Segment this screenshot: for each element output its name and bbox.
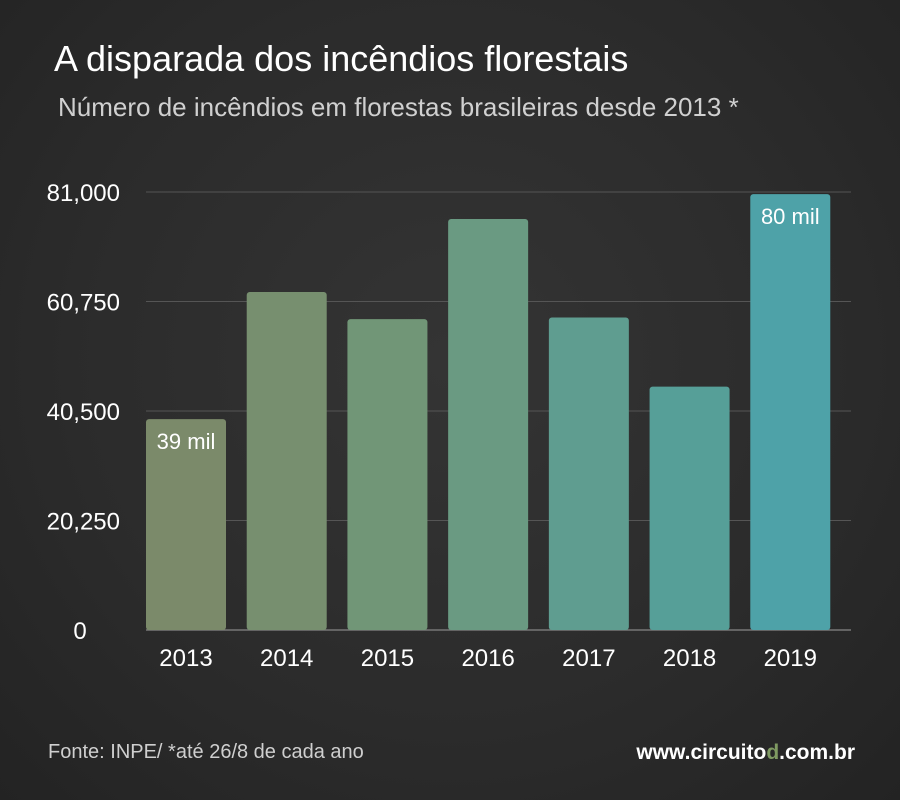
labels: 0 20,250 40,500 60,750 81,000 2013 2014 2015 201…	[47, 180, 820, 672]
bar-2015	[347, 319, 428, 630]
x-tick-label: 2018	[663, 645, 716, 672]
bar-2019	[750, 194, 831, 630]
bar-2017	[548, 317, 629, 630]
x-tick-label: 2014	[260, 645, 313, 672]
bar-2013	[146, 419, 226, 630]
bar-2016	[448, 219, 529, 630]
website-accent: d	[766, 741, 780, 764]
chart-subtitle: Número de incêndios em florestas brasile…	[58, 92, 739, 122]
x-tick-label: 2016	[461, 645, 514, 672]
website-suffix: .com.br	[779, 741, 855, 764]
y-tick-label: 60,750	[47, 290, 120, 317]
source-note: Fonte: INPE/ *até 26/8 de cada ano	[48, 741, 364, 763]
data-label-2019: 80 mil	[761, 204, 820, 229]
website-prefix: www.circuito	[636, 741, 767, 764]
x-tick-label: 2015	[361, 645, 414, 672]
bar-2014	[246, 292, 327, 630]
x-tick-label: 2019	[764, 645, 817, 672]
website-link[interactable]: www.circuitod.com.br	[636, 741, 855, 765]
y-tick-label: 0	[73, 618, 86, 645]
x-tick-label: 2013	[159, 645, 212, 672]
x-tick-label: 2017	[562, 645, 615, 672]
chart-title: A disparada dos incêndios florestais	[54, 38, 629, 79]
y-tick-label: 40,500	[47, 399, 120, 426]
bar-2018	[649, 386, 730, 630]
y-tick-label: 81,000	[47, 180, 120, 207]
bars	[146, 194, 831, 630]
y-tick-label: 20,250	[47, 509, 120, 536]
data-label-2013: 39 mil	[157, 429, 216, 454]
